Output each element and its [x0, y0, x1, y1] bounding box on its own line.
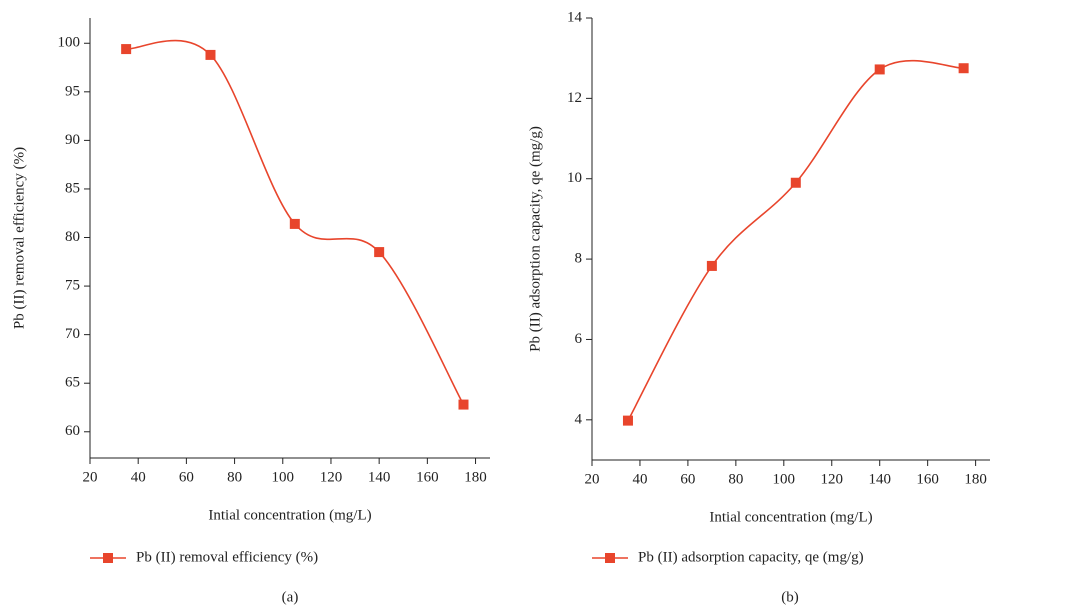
- data-marker: [622, 415, 633, 426]
- legend-marker: [103, 553, 113, 563]
- x-axis-title: Intial concentration (mg/L): [208, 507, 371, 523]
- x-tick-label: 60: [680, 471, 695, 487]
- y-tick-label: 12: [567, 90, 582, 106]
- y-axis-title: Pb (II) adsorption capacity, qe (mg/g): [527, 126, 543, 352]
- data-marker: [121, 44, 132, 55]
- data-marker: [874, 64, 885, 75]
- x-tick-label: 80: [728, 471, 743, 487]
- legend-label: Pb (II) adsorption capacity, qe (mg/g): [638, 549, 864, 565]
- y-axis-title: Pb (II) removal efficiency (%): [11, 147, 27, 329]
- data-marker: [289, 218, 300, 229]
- x-tick-label: 160: [416, 469, 439, 485]
- x-tick-label: 40: [131, 469, 146, 485]
- data-line: [627, 59, 964, 422]
- x-axis-title: Intial concentration (mg/L): [709, 509, 872, 525]
- x-tick-label: 120: [320, 469, 343, 485]
- x-tick-label: 20: [83, 469, 98, 485]
- x-tick-label: 60: [179, 469, 194, 485]
- y-tick-label: 100: [58, 35, 81, 51]
- legend-marker: [605, 553, 615, 563]
- data-marker: [205, 49, 216, 60]
- y-tick-label: 70: [65, 326, 80, 342]
- y-tick-label: 6: [575, 331, 583, 347]
- x-tick-label: 160: [916, 471, 939, 487]
- y-tick-label: 4: [575, 411, 583, 427]
- y-tick-label: 80: [65, 229, 80, 245]
- data-marker: [706, 260, 717, 271]
- x-tick-label: 180: [964, 471, 987, 487]
- y-tick-label: 60: [65, 423, 80, 439]
- x-tick-label: 100: [773, 471, 796, 487]
- x-tick-label: 40: [632, 471, 647, 487]
- y-tick-label: 8: [575, 251, 583, 267]
- data-marker: [374, 247, 385, 258]
- y-tick-label: 14: [567, 9, 583, 25]
- data-marker: [458, 399, 469, 410]
- y-tick-label: 95: [65, 83, 80, 99]
- caption: (a): [282, 589, 299, 605]
- legend-label: Pb (II) removal efficiency (%): [136, 549, 318, 565]
- data-marker: [790, 177, 801, 188]
- y-tick-label: 90: [65, 132, 80, 148]
- x-tick-label: 140: [368, 469, 391, 485]
- caption: (b): [781, 589, 799, 605]
- data-marker: [958, 63, 969, 74]
- x-tick-label: 140: [868, 471, 891, 487]
- x-tick-label: 100: [272, 469, 295, 485]
- x-tick-label: 80: [227, 469, 242, 485]
- x-tick-label: 180: [464, 469, 487, 485]
- y-tick-label: 10: [567, 170, 582, 186]
- y-tick-label: 85: [65, 180, 80, 196]
- y-tick-label: 75: [65, 278, 80, 294]
- x-tick-label: 120: [821, 471, 844, 487]
- x-tick-label: 20: [585, 471, 600, 487]
- y-tick-label: 65: [65, 375, 80, 391]
